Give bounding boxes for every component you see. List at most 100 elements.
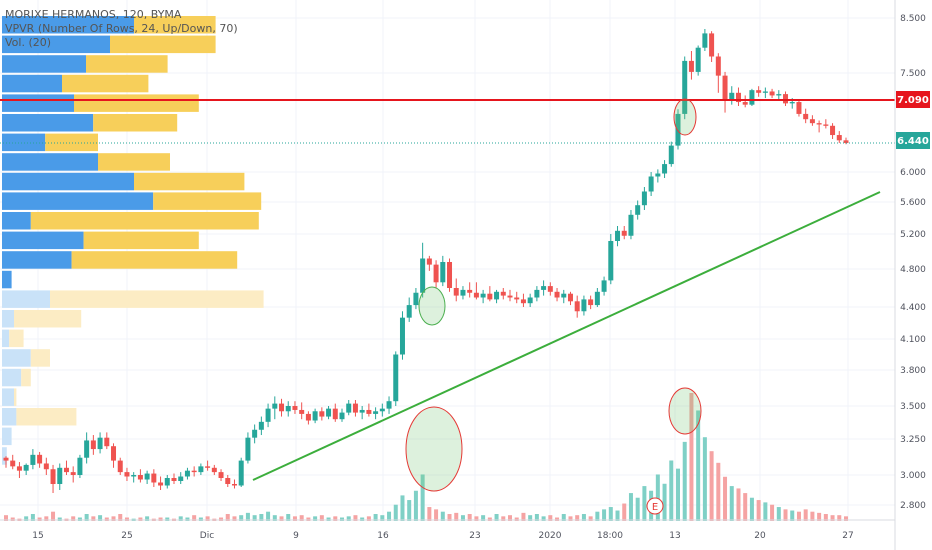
- volume-profile-up-bar: [2, 172, 134, 191]
- volume-profile-up-bar: [2, 212, 31, 230]
- x-axis-tick-label: Dic: [200, 531, 214, 541]
- candle-up: [534, 289, 540, 298]
- volume-profile-up-bar: [2, 94, 74, 112]
- candle-up: [635, 205, 641, 215]
- volume-bar-down: [225, 514, 230, 521]
- time-axis[interactable]: 15 25 Dic 9 16 23 2020 18:00 13 20 27: [32, 531, 853, 541]
- candle-up: [440, 262, 446, 283]
- volume-bar-up: [642, 486, 647, 521]
- candle-up: [601, 280, 607, 292]
- volume-bar-down: [501, 516, 506, 521]
- price-axis[interactable]: 8.500 7.500 6.000 5.600 5.200 4.800 4.400 4.100…: [900, 14, 926, 511]
- volume-bar-up: [360, 517, 365, 521]
- volume-bar-down: [823, 514, 828, 521]
- candle-up: [668, 145, 674, 165]
- candle-up: [648, 176, 654, 192]
- volume-bar-up: [581, 514, 586, 521]
- volume-bar-up: [393, 504, 398, 521]
- volume-indicator-label[interactable]: Vol. (20): [5, 36, 52, 49]
- volume-profile-up-bar: [2, 290, 50, 308]
- volume-profile-up-bar: [2, 114, 94, 132]
- candle-up: [413, 292, 419, 306]
- volume-bar-up: [790, 510, 795, 521]
- candle-down: [319, 411, 325, 417]
- volume-profile-up-bar: [2, 447, 7, 465]
- candle-up: [272, 403, 278, 409]
- x-axis-tick-label: 27: [842, 531, 853, 541]
- volume-profile-up-bar: [2, 270, 12, 289]
- highlight-circle-top-volume[interactable]: [668, 387, 702, 435]
- volume-bar-up: [380, 515, 385, 521]
- y-axis-tick-label: 8.500: [900, 14, 926, 24]
- volume-bar-down: [803, 509, 808, 521]
- highlight-circle-top[interactable]: [673, 98, 697, 136]
- vpvr-indicator-label[interactable]: VPVR (Number Of Rows, 24, Up/Down, 70): [5, 22, 238, 35]
- candle-down: [171, 478, 177, 481]
- candle-down: [467, 289, 473, 293]
- volume-profile-up-bar: [2, 427, 12, 446]
- candle-up: [789, 102, 795, 104]
- last-price-text: 6.440: [897, 136, 929, 147]
- candle-up: [762, 91, 768, 93]
- candle-down: [43, 463, 49, 470]
- candle-up: [702, 33, 708, 48]
- volume-bar-down: [837, 515, 842, 521]
- candle-up: [628, 214, 634, 236]
- volume-bar-up: [608, 507, 613, 521]
- candle-down: [231, 484, 237, 486]
- volume-bar-down: [736, 488, 741, 521]
- volume-bar-down: [817, 512, 822, 521]
- resistance-price-text: 7.090: [897, 95, 929, 106]
- y-axis-tick-label: 4.100: [900, 335, 926, 345]
- volume-bar-down: [104, 517, 109, 521]
- x-axis-tick-label: 15: [32, 531, 43, 541]
- highlight-circle-breakout[interactable]: [418, 286, 446, 326]
- volume-bar-down: [427, 507, 432, 521]
- volume-bar-up: [662, 483, 667, 521]
- y-axis-tick-label: 7.500: [900, 69, 926, 79]
- volume-bar-up: [655, 474, 660, 521]
- volume-bar-down: [454, 512, 459, 521]
- volume-bar-down: [124, 517, 129, 521]
- volume-bar-down: [333, 516, 338, 521]
- candle-down: [426, 258, 432, 265]
- volume-bar-down: [575, 515, 580, 521]
- volume-bar-up: [676, 468, 680, 521]
- candle-down: [803, 113, 809, 120]
- candle-down: [830, 125, 836, 136]
- y-axis-tick-label: 3.250: [900, 435, 926, 445]
- candle-up: [594, 291, 600, 306]
- candle-down: [567, 293, 573, 302]
- candle-down: [16, 466, 22, 471]
- volume-profile-down-bar: [153, 192, 262, 210]
- volume-bar-down: [796, 511, 801, 521]
- volume-bar-up: [494, 514, 499, 521]
- volume-bar-up: [541, 516, 546, 521]
- candle-down: [63, 467, 69, 473]
- candle-down: [211, 467, 217, 473]
- volume-profile-down-bar: [14, 388, 17, 406]
- volume-bar-down: [521, 512, 526, 521]
- volume-profile-down-bar: [134, 16, 216, 34]
- volume-bar-up: [528, 515, 533, 521]
- candle-up: [97, 437, 103, 450]
- candle-up: [776, 94, 782, 96]
- highlight-circle-volume-spike[interactable]: [405, 406, 463, 492]
- volume-bar-down: [10, 517, 15, 521]
- candle-up: [494, 291, 500, 300]
- volume-profile-down-bar: [16, 408, 77, 426]
- volume-bar-down: [279, 516, 284, 521]
- symbol-title[interactable]: MORIXE HERMANOS, 120, BYMA: [5, 8, 182, 21]
- y-axis-tick-label: 6.000: [900, 168, 926, 178]
- candle-up: [581, 299, 587, 312]
- candle-down: [836, 135, 842, 141]
- y-axis-tick-label: 3.800: [900, 366, 926, 376]
- candle-down: [722, 75, 728, 100]
- y-axis-tick-label: 4.800: [900, 265, 926, 275]
- earnings-marker[interactable]: [646, 497, 664, 515]
- candle-down: [366, 409, 372, 414]
- trend-line[interactable]: [252, 191, 881, 481]
- candle-up: [406, 305, 412, 318]
- candle-down: [10, 460, 16, 467]
